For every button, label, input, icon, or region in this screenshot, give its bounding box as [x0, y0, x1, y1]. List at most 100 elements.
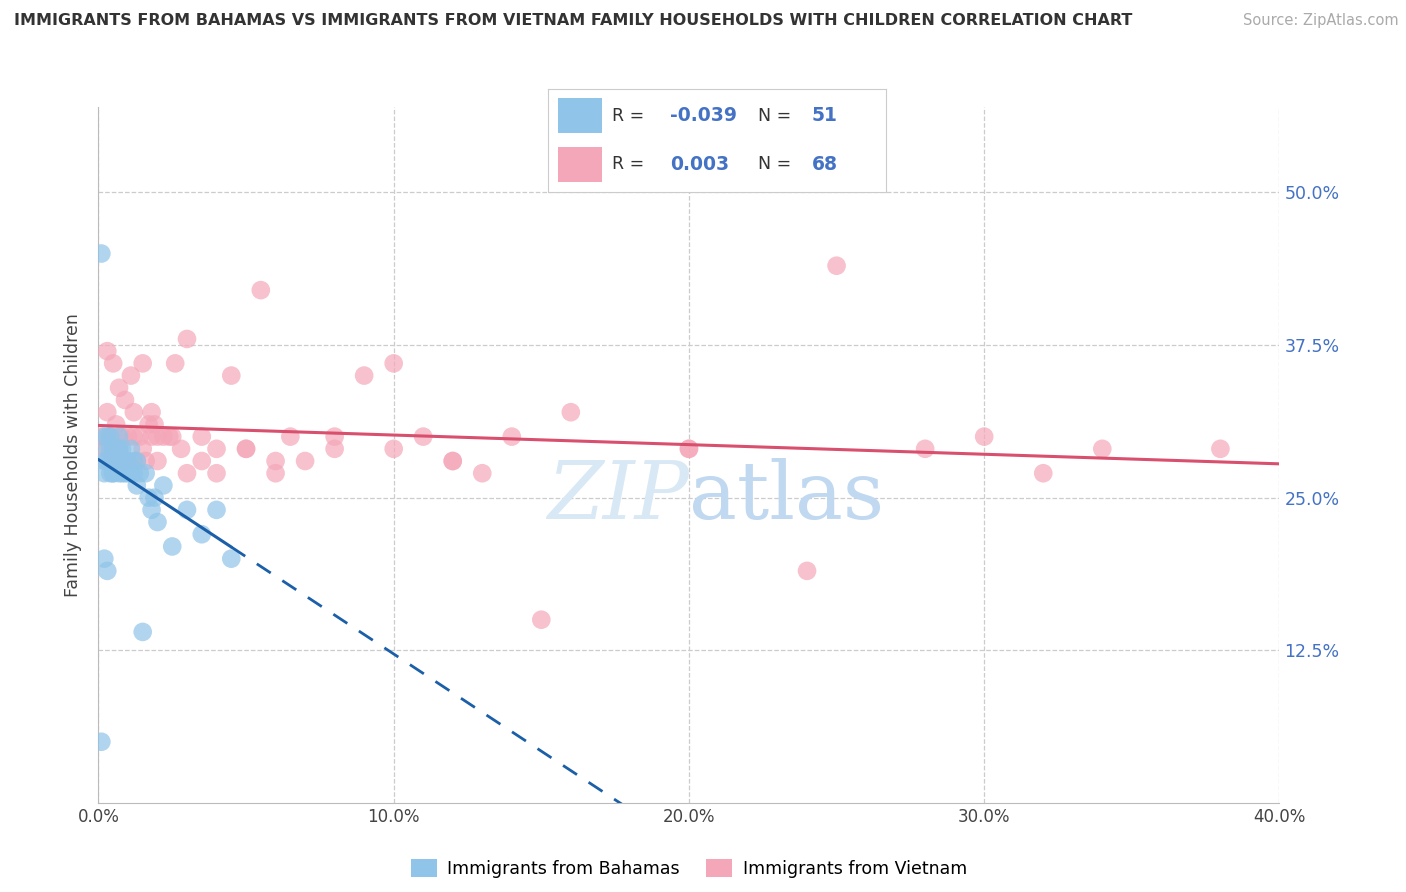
- Point: [441, 454, 464, 468]
- Point: [162, 540, 183, 554]
- Text: R =: R =: [613, 107, 645, 125]
- Point: [1209, 442, 1232, 456]
- Point: [170, 442, 193, 456]
- Point: [117, 467, 139, 481]
- Point: [96, 442, 118, 456]
- Point: [135, 467, 157, 481]
- Point: [108, 442, 131, 456]
- Point: [90, 735, 112, 749]
- Text: -0.039: -0.039: [669, 106, 737, 126]
- Point: [441, 454, 464, 468]
- Text: atlas: atlas: [689, 458, 884, 536]
- Point: [353, 368, 375, 383]
- Point: [125, 454, 148, 468]
- Point: [103, 442, 125, 456]
- Point: [219, 551, 242, 566]
- Point: [114, 454, 136, 468]
- Text: IMMIGRANTS FROM BAHAMAS VS IMMIGRANTS FROM VIETNAM FAMILY HOUSEHOLDS WITH CHILDR: IMMIGRANTS FROM BAHAMAS VS IMMIGRANTS FR…: [14, 13, 1132, 29]
- Point: [1091, 442, 1114, 456]
- Point: [501, 429, 523, 443]
- Point: [264, 454, 287, 468]
- Point: [114, 392, 136, 407]
- Bar: [558, 146, 602, 181]
- Point: [973, 429, 995, 443]
- Point: [98, 429, 121, 443]
- Point: [132, 624, 155, 639]
- Point: [143, 491, 166, 505]
- Point: [128, 429, 150, 443]
- Point: [90, 429, 112, 443]
- Point: [914, 442, 936, 456]
- Point: [146, 429, 169, 443]
- Point: [530, 613, 553, 627]
- Point: [93, 467, 115, 481]
- Point: [471, 467, 494, 481]
- Point: [141, 503, 163, 517]
- Point: [146, 454, 169, 468]
- Point: [146, 515, 169, 529]
- Point: [98, 454, 121, 468]
- Point: [111, 429, 134, 443]
- Point: [125, 454, 148, 468]
- Point: [323, 442, 346, 456]
- Point: [152, 429, 174, 443]
- Point: [98, 429, 121, 443]
- Point: [105, 454, 128, 468]
- Text: R =: R =: [613, 155, 645, 173]
- Point: [96, 454, 118, 468]
- Point: [103, 467, 125, 481]
- Point: [98, 442, 121, 456]
- Point: [108, 381, 131, 395]
- Point: [138, 491, 160, 505]
- Point: [122, 454, 145, 468]
- Point: [157, 429, 180, 443]
- Point: [96, 405, 118, 419]
- Point: [165, 356, 187, 370]
- Y-axis label: Family Households with Children: Family Households with Children: [65, 313, 83, 597]
- Point: [1032, 467, 1054, 481]
- Point: [105, 454, 128, 468]
- Point: [114, 454, 136, 468]
- Point: [152, 478, 174, 492]
- Point: [93, 454, 115, 468]
- Point: [825, 259, 848, 273]
- Point: [176, 332, 198, 346]
- Text: N =: N =: [758, 107, 790, 125]
- Point: [205, 442, 228, 456]
- Bar: [558, 98, 602, 133]
- Point: [122, 467, 145, 481]
- Point: [678, 442, 700, 456]
- Point: [235, 442, 257, 456]
- Point: [235, 442, 257, 456]
- Text: ZIP: ZIP: [547, 458, 689, 535]
- Point: [205, 503, 228, 517]
- Point: [323, 429, 346, 443]
- Point: [176, 467, 198, 481]
- Point: [108, 454, 131, 468]
- Point: [96, 344, 118, 359]
- Text: 68: 68: [811, 154, 838, 174]
- Point: [96, 564, 118, 578]
- Point: [120, 467, 142, 481]
- Point: [132, 356, 155, 370]
- Text: N =: N =: [758, 155, 790, 173]
- Point: [105, 417, 128, 432]
- Point: [108, 429, 131, 443]
- Point: [138, 417, 160, 432]
- Point: [122, 429, 145, 443]
- Point: [412, 429, 434, 443]
- Point: [191, 429, 214, 443]
- Point: [132, 442, 155, 456]
- Point: [122, 405, 145, 419]
- Text: Source: ZipAtlas.com: Source: ZipAtlas.com: [1243, 13, 1399, 29]
- Point: [103, 454, 125, 468]
- Point: [120, 368, 142, 383]
- Point: [191, 527, 214, 541]
- Point: [111, 467, 134, 481]
- Point: [278, 429, 302, 443]
- Point: [176, 503, 198, 517]
- Point: [560, 405, 582, 419]
- Point: [678, 442, 700, 456]
- Point: [117, 429, 139, 443]
- Point: [143, 417, 166, 432]
